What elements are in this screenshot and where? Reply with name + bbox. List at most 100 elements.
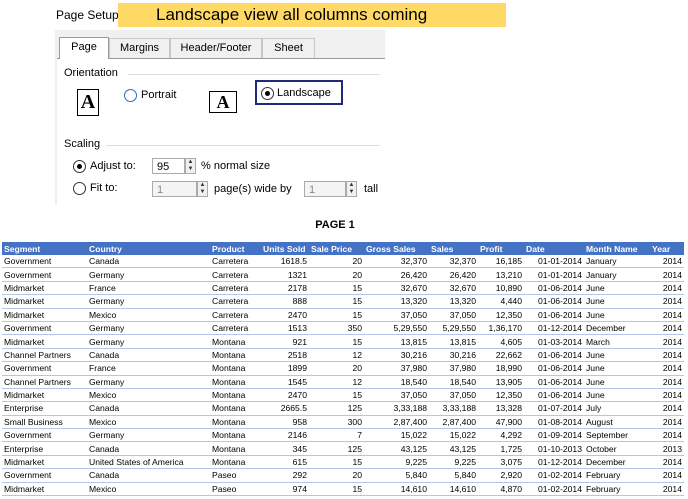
table-cell: 2470 [261, 388, 309, 403]
table-cell: 12 [309, 348, 364, 363]
table-cell: 32,670 [429, 281, 478, 296]
column-header: Year [650, 242, 684, 255]
table-cell: Carretera [210, 281, 261, 296]
table-cell: 345 [261, 441, 309, 456]
table-cell: 13,210 [478, 267, 524, 282]
dialog-title: Page Setup [56, 8, 119, 22]
radio-label[interactable]: Portrait [141, 89, 177, 101]
table-cell: 2014 [650, 455, 684, 470]
table-cell: Midmarket [2, 388, 87, 403]
header-row: Segment Country Product Units Sold Sale Pric… [2, 242, 684, 255]
table-cell: 01-12-2014 [524, 321, 584, 336]
radio-landscape[interactable] [261, 87, 274, 100]
table-cell: Canada [87, 348, 210, 363]
table-cell: 12,350 [478, 308, 524, 322]
table-cell: June [584, 294, 650, 309]
table-cell: 1513 [261, 321, 309, 336]
table-cell: 5,840 [364, 468, 429, 483]
table-cell: Montana [210, 375, 261, 389]
adjust-input[interactable]: 95 [152, 158, 185, 174]
table-cell: Montana [210, 348, 261, 363]
highlight-box [255, 80, 343, 105]
table-cell: 15 [309, 482, 364, 497]
table-cell: 14,610 [364, 482, 429, 497]
table-cell: 43,125 [364, 441, 429, 456]
table-cell: 3,075 [478, 455, 524, 470]
table-cell: 2014 [650, 334, 684, 349]
table-row: Government Germany Carretera 1513 350 5,29,55… [2, 321, 684, 336]
column-header: Product [210, 242, 261, 255]
table-cell: 01-06-2014 [524, 388, 584, 403]
fit-wide-input[interactable]: 1 [152, 181, 197, 197]
radio-label[interactable]: Fit to: [90, 182, 118, 194]
table-cell: Government [2, 267, 87, 282]
table-cell: Midmarket [2, 482, 87, 497]
portrait-icon: A [77, 89, 99, 116]
table-cell: Montana [210, 334, 261, 349]
tab[interactable]: Page [59, 37, 109, 59]
table-cell: 5,29,550 [364, 321, 429, 336]
table-cell: 2014 [650, 255, 684, 269]
radio-portrait[interactable] [124, 89, 137, 102]
table-cell: 32,670 [364, 281, 429, 296]
table-cell: 5,840 [429, 468, 478, 483]
table-cell: 37,980 [364, 361, 429, 376]
table-cell: Mexico [87, 482, 210, 497]
table-cell: 13,320 [364, 294, 429, 309]
table-cell: Montana [210, 388, 261, 403]
spinner[interactable]: ▲ ▼ [197, 181, 208, 197]
column-header: Sale Price [309, 242, 364, 255]
table-cell: Montana [210, 441, 261, 456]
tab[interactable]: Header/Footer [170, 38, 262, 58]
table-cell: 2014 [650, 401, 684, 416]
table-cell: Montana [210, 455, 261, 470]
table-cell: 300 [309, 415, 364, 430]
table-cell: 1,725 [478, 441, 524, 456]
table-cell: Canada [87, 401, 210, 416]
fit-tall-input[interactable]: 1 [304, 181, 346, 197]
table-cell: 15 [309, 334, 364, 349]
wide-label: page(s) wide by [214, 183, 292, 195]
table-cell: 37,050 [364, 388, 429, 403]
table-row: Midmarket France Carretera 2178 15 32,670 32,6… [2, 281, 684, 296]
table-cell: 7 [309, 428, 364, 443]
table-row: Midmarket Germany Montana 921 15 13,815 13,815… [2, 334, 684, 349]
radio-label[interactable]: Adjust to: [90, 160, 136, 172]
column-header: Date [524, 242, 584, 255]
table-row: Government Germany Carretera 1321 20 26,420 26… [2, 267, 684, 282]
radio-label[interactable]: Landscape [277, 87, 331, 99]
table-row: Government France Montana 1899 20 37,980 37,98… [2, 361, 684, 376]
table-row: Enterprise Canada Montana 345 125 43,125 43,12… [2, 441, 684, 456]
banner: Landscape view all columns coming [118, 3, 506, 27]
table-cell: 2013 [650, 441, 684, 456]
table-cell: 32,370 [429, 255, 478, 269]
radio-fit[interactable] [73, 182, 86, 195]
landscape-icon: A [209, 91, 237, 113]
table-cell: Montana [210, 415, 261, 430]
table-cell: Mexico [87, 308, 210, 322]
table-cell: 12,350 [478, 388, 524, 403]
table-cell: 2014 [650, 361, 684, 376]
tab[interactable]: Sheet [262, 38, 315, 58]
table-cell: 2014 [650, 415, 684, 430]
column-header: Units Sold [261, 242, 309, 255]
table-cell: June [584, 281, 650, 296]
table-cell: 01-09-2014 [524, 428, 584, 443]
table-cell: 5,29,550 [429, 321, 478, 336]
table-cell: October [584, 441, 650, 456]
table-cell: Carretera [210, 255, 261, 269]
table-cell: 125 [309, 401, 364, 416]
table-cell: 16,185 [478, 255, 524, 269]
table-cell: 2178 [261, 281, 309, 296]
table-cell: 292 [261, 468, 309, 483]
table-cell: June [584, 361, 650, 376]
table-cell: June [584, 348, 650, 363]
spinner[interactable]: ▲ ▼ [185, 158, 196, 174]
table-row: Channel Partners Germany Montana 1545 12 18,5… [2, 375, 684, 389]
table-cell: Small Business [2, 415, 87, 430]
spinner[interactable]: ▲ ▼ [346, 181, 357, 197]
table-cell: 01-01-2014 [524, 267, 584, 282]
radio-adjust[interactable] [73, 160, 86, 173]
table-cell: Midmarket [2, 308, 87, 322]
tab[interactable]: Margins [109, 38, 170, 58]
